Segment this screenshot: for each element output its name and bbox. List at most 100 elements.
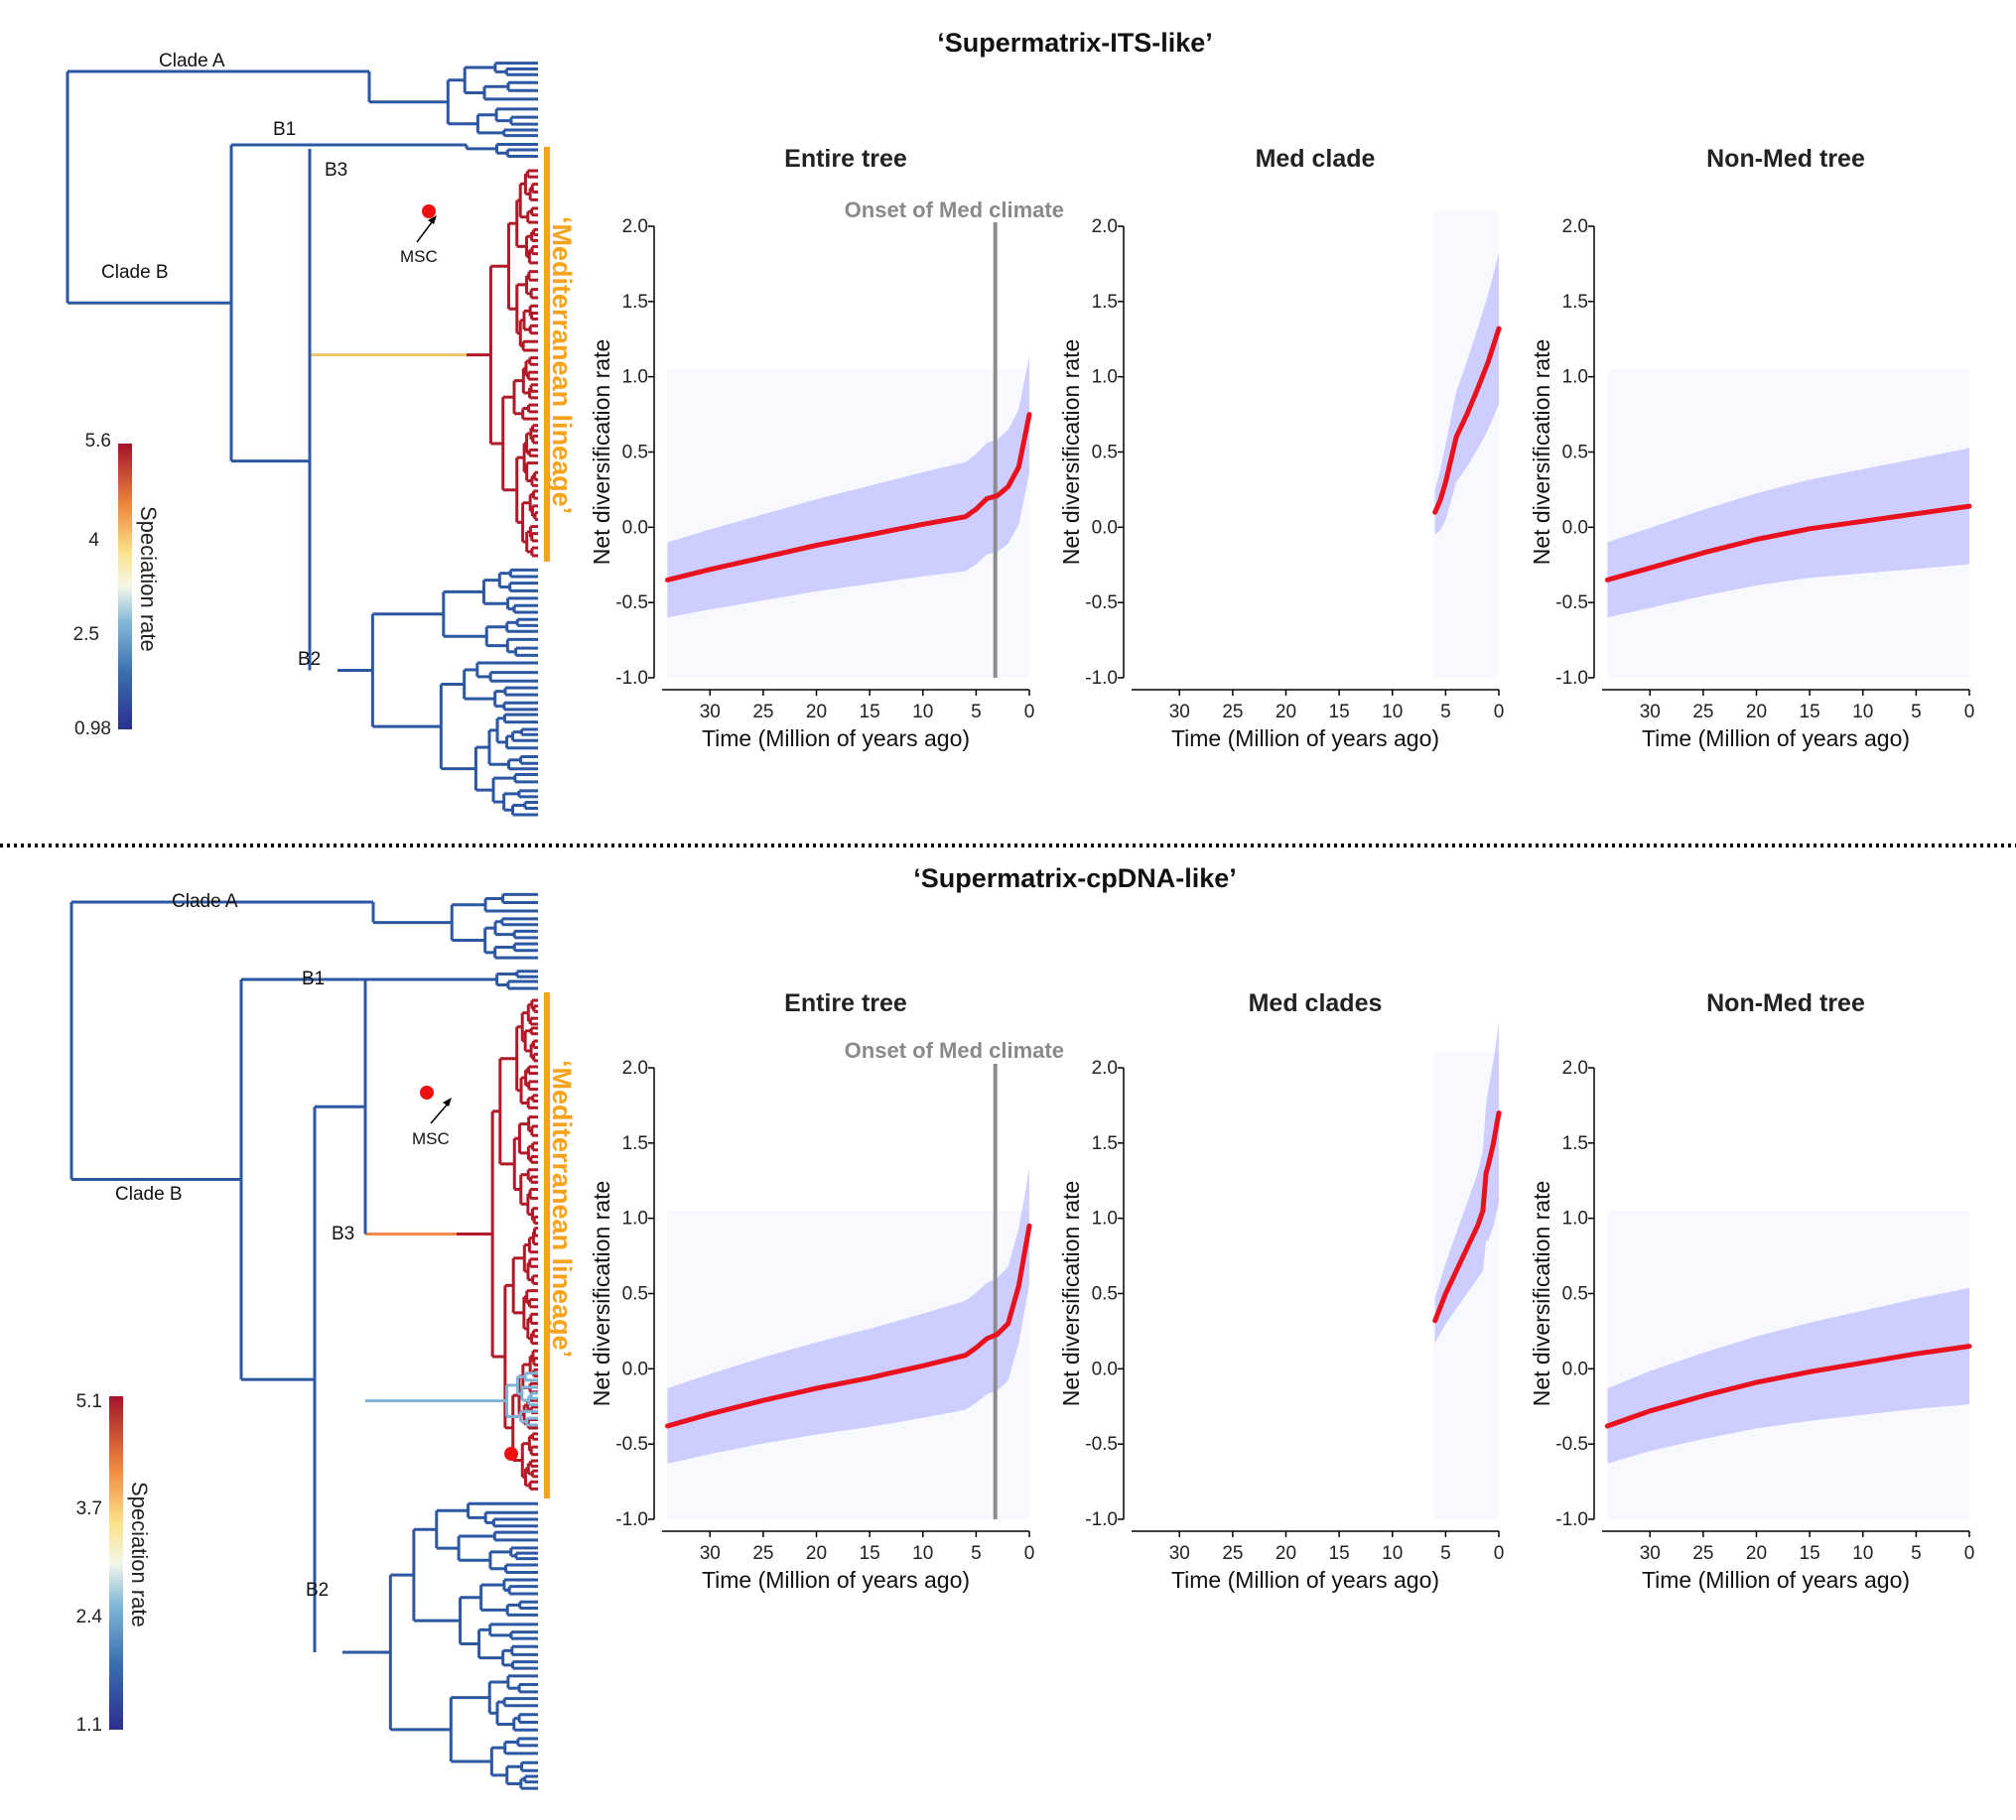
x-tick-label: 10	[912, 1543, 933, 1564]
y-tick-label: 2.0	[1092, 216, 1118, 237]
y-tick-label: 0.0	[1562, 1359, 1588, 1379]
colorbar-tick: 1.1	[76, 1715, 102, 1736]
x-tick-label: 20	[1276, 1543, 1296, 1564]
y-tick-label: 0.0	[1092, 517, 1118, 538]
clade-label: B2	[298, 649, 321, 670]
x-tick-label: 15	[860, 1543, 880, 1564]
y-tick-label: 1.5	[1092, 1133, 1118, 1154]
credible-outer-band	[1433, 1053, 1499, 1519]
shift-marker	[420, 1086, 434, 1100]
panel-title: Non-Med tree	[1706, 989, 1865, 1017]
y-axis-label: Net diversification rate	[1529, 1181, 1554, 1407]
clade-label: Clade B	[115, 1184, 183, 1205]
x-tick-label: 25	[752, 702, 773, 722]
x-tick-label: 5	[971, 1543, 982, 1564]
x-tick-label: 5	[1440, 702, 1451, 722]
y-tick-label: 0.0	[622, 1359, 648, 1379]
clade-label: B1	[273, 119, 296, 140]
colorbar-title: Speciation rate	[136, 506, 161, 652]
chart-panel: Non-Med tree 2.0 1.5 1.0 0.5 0.0 -0.5 -1.0 Net d…	[1529, 145, 1974, 751]
panel-title: Med clade	[1256, 145, 1376, 173]
clade-label: B3	[332, 1224, 354, 1244]
x-tick-label: 20	[1746, 702, 1767, 722]
x-tick-label: 30	[1640, 1543, 1661, 1564]
y-tick-label: 2.0	[622, 216, 648, 237]
x-tick-label: 30	[1640, 702, 1661, 722]
lineage-label: ‘Mediterranean lineage’	[547, 1060, 577, 1358]
y-tick-label: 1.0	[1092, 367, 1118, 388]
credible-outer-band	[667, 369, 1029, 678]
y-tick-label: 0.5	[1562, 1284, 1588, 1305]
credible-ribbon	[667, 356, 1029, 618]
mean-rate-line	[664, 412, 1032, 583]
lineage-bar	[544, 147, 550, 562]
x-tick-label: 10	[912, 702, 933, 722]
msc-arrow	[430, 1101, 451, 1124]
x-tick-label: 0	[1964, 1543, 1975, 1564]
clade-label: Clade A	[159, 51, 225, 71]
x-axis-label: Time (Million of years ago)	[1171, 725, 1439, 751]
phylogeny-its: ‘Mediterranean lineage’ MSC Clade A B1 B…	[66, 51, 577, 817]
y-tick-label: 1.0	[622, 1209, 648, 1230]
y-tick-label: -1.0	[1555, 1509, 1588, 1530]
x-tick-label: 0	[1024, 702, 1035, 722]
credible-outer-band	[1607, 369, 1969, 678]
x-axis-label: Time (Million of years ago)	[702, 725, 970, 751]
msc-arrowhead	[443, 1098, 452, 1106]
onset-label: Onset of Med climate	[845, 197, 1064, 222]
x-tick-label: 25	[1222, 1543, 1243, 1564]
x-tick-label: 10	[1852, 702, 1873, 722]
y-tick-label: 2.0	[1562, 216, 1588, 237]
colorbar-tick: 3.7	[76, 1498, 102, 1519]
y-tick-label: -0.5	[1085, 592, 1118, 613]
y-tick-label: 1.5	[1562, 292, 1588, 313]
x-tick-label: 5	[1911, 702, 1922, 722]
panel-title: Entire tree	[784, 989, 907, 1017]
msc-label: MSC	[400, 247, 438, 266]
x-tick-label: 15	[1329, 1543, 1350, 1564]
clade-label: B3	[325, 160, 347, 181]
chart-panel: Non-Med tree 2.0 1.5 1.0 0.5 0.0 -0.5 -1.0 Net d…	[1529, 989, 1974, 1593]
y-tick-label: -1.0	[615, 668, 648, 689]
x-tick-label: 10	[1382, 702, 1403, 722]
x-tick-label: 20	[806, 1543, 827, 1564]
lineage-bar	[544, 992, 550, 1498]
y-tick-label: 0.0	[1092, 1359, 1118, 1379]
y-tick-label: -0.5	[1555, 592, 1588, 613]
chart-panel: Entire tree Onset of Med climate 2.0 1.5 1.0…	[589, 989, 1064, 1593]
x-axis-label: Time (Million of years ago)	[702, 1567, 970, 1593]
x-tick-label: 25	[752, 1543, 773, 1564]
msc-arrowhead	[428, 215, 437, 224]
x-axis-label: Time (Million of years ago)	[1171, 1567, 1439, 1593]
y-tick-label: 1.0	[1092, 1209, 1118, 1230]
x-tick-label: 20	[806, 702, 827, 722]
x-tick-label: 15	[860, 702, 880, 722]
mean-rate-line	[1432, 325, 1502, 515]
colorbar-tick: 0.98	[74, 718, 111, 739]
y-tick-label: 2.0	[622, 1058, 648, 1079]
section-title-cpdna: ‘Supermatrix-cpDNA-like’	[913, 863, 1237, 893]
y-tick-label: 2.0	[1092, 1058, 1118, 1079]
x-tick-label: 20	[1746, 1543, 1767, 1564]
x-tick-label: 30	[700, 1543, 721, 1564]
y-tick-label: 0.0	[1562, 517, 1588, 538]
y-tick-label: 1.0	[1562, 367, 1588, 388]
x-tick-label: 25	[1692, 702, 1713, 722]
tree-branches	[69, 892, 538, 1790]
panel-title: Med clades	[1249, 989, 1383, 1017]
x-tick-label: 10	[1852, 1543, 1873, 1564]
y-tick-label: 0.0	[622, 517, 648, 538]
tree-branches	[66, 62, 538, 817]
shift-marker	[504, 1447, 518, 1461]
y-tick-label: 0.5	[1092, 1284, 1118, 1305]
chart-panel: Med clades 2.0 1.5 1.0 0.5 0.0 -0.5 -1.0 Net div…	[1058, 989, 1504, 1593]
y-tick-label: 1.0	[622, 367, 648, 388]
y-tick-label: 1.5	[622, 292, 648, 313]
x-tick-label: 5	[971, 702, 982, 722]
clade-label: Clade A	[172, 891, 238, 912]
x-tick-label: 30	[1169, 702, 1190, 722]
clade-label: B1	[302, 969, 325, 989]
x-tick-label: 15	[1800, 702, 1820, 722]
y-tick-label: 1.5	[1092, 292, 1118, 313]
